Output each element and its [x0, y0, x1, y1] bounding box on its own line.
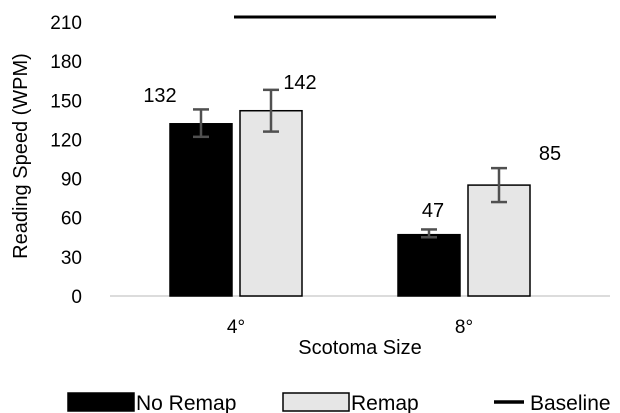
- y-tick-label: 90: [61, 170, 82, 191]
- bars: 132 142 47 85: [143, 72, 561, 297]
- x-axis-ticks: 4° 8°: [227, 317, 473, 338]
- y-tick-label: 180: [50, 52, 82, 73]
- legend-label-remap: Remap: [351, 392, 419, 413]
- y-tick-label: 30: [61, 248, 82, 269]
- y-tick-label: 60: [61, 209, 82, 230]
- data-label-remap: 142: [283, 72, 316, 94]
- legend-swatch-no-remap: [67, 392, 135, 412]
- data-label-remap: 85: [539, 143, 561, 165]
- error-bar-no-remap: [193, 108, 209, 139]
- legend-label-baseline: Baseline: [530, 392, 611, 413]
- y-tick-label: 150: [50, 91, 82, 112]
- error-bar-no-remap: [421, 228, 437, 239]
- legend: No Remap Remap Baseline: [67, 392, 611, 413]
- data-label-no-remap: 132: [143, 85, 176, 107]
- y-tick-label: 0: [71, 287, 82, 308]
- y-tick-label: 210: [50, 13, 82, 34]
- bar-no-remap: [169, 123, 233, 297]
- bar-no-remap: [397, 233, 461, 297]
- y-axis-title: Reading Speed (WPM): [10, 53, 32, 259]
- x-tick-label: 4°: [227, 317, 245, 338]
- bar-remap: [239, 109, 303, 297]
- error-bar-remap: [491, 166, 507, 204]
- y-axis-ticks: 0 30 60 90 120 150 180 210: [50, 13, 82, 308]
- y-tick-label: 120: [50, 130, 82, 151]
- x-axis-title: Scotoma Size: [298, 337, 421, 359]
- legend-swatch-remap: [282, 392, 350, 412]
- x-tick-label: 8°: [455, 317, 473, 338]
- error-bar-remap: [263, 88, 279, 133]
- legend-label-no-remap: No Remap: [136, 392, 236, 413]
- data-label-no-remap: 47: [422, 200, 444, 222]
